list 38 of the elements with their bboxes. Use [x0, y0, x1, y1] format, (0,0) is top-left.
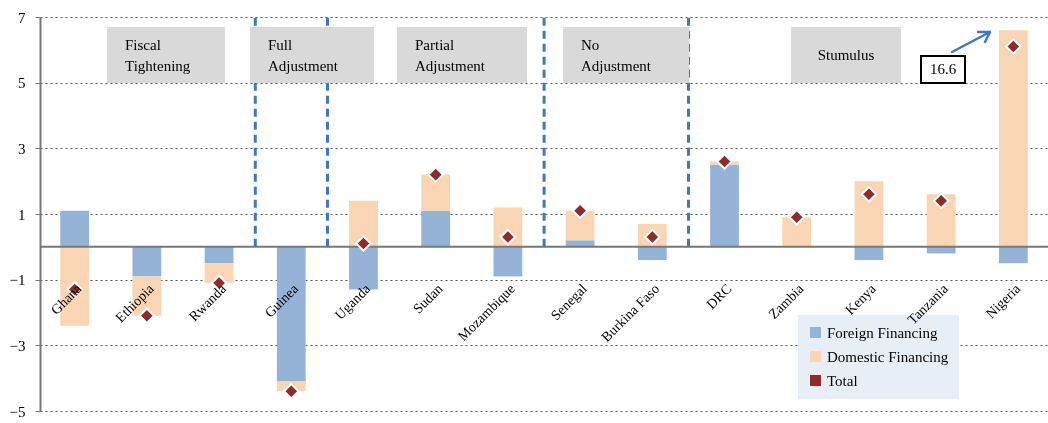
bar — [132, 246, 162, 277]
bar — [349, 200, 378, 247]
point — [716, 153, 733, 170]
bar — [926, 194, 956, 247]
legend-label: Foreign Financing — [827, 324, 938, 341]
label-box: No Adjustment — [563, 27, 689, 83]
label-box: Fiscal Tightening — [107, 27, 225, 83]
bar — [421, 174, 451, 211]
legend-label: Domestic Financing — [827, 348, 949, 365]
bar — [998, 246, 1028, 264]
label-box: Stumulus — [791, 27, 901, 83]
point — [355, 235, 372, 252]
bar — [60, 210, 90, 247]
y-tick-label: 7 — [18, 9, 26, 26]
y-tick-label: −3 — [9, 337, 26, 354]
bar — [998, 30, 1028, 247]
y-tick-label: 5 — [18, 75, 26, 92]
bar — [493, 246, 523, 277]
point — [499, 228, 517, 246]
y-tick-label: −1 — [9, 272, 26, 289]
annotation: 16.6 — [920, 55, 967, 84]
y-tick-label: −5 — [9, 403, 26, 420]
label-box: Partial Adjustment — [397, 27, 527, 83]
y-tick-label: 3 — [18, 140, 26, 157]
bar — [854, 181, 884, 247]
y-tick-label: 1 — [18, 206, 26, 223]
point — [788, 209, 805, 226]
point — [1005, 38, 1022, 55]
legend-label: Total — [827, 372, 858, 389]
bar — [421, 210, 451, 247]
point — [932, 192, 950, 210]
bar — [710, 164, 739, 247]
point — [427, 166, 444, 183]
bar — [637, 246, 667, 260]
bar — [565, 240, 595, 247]
bar — [565, 210, 595, 241]
point — [860, 186, 878, 203]
label-box: Full Adjustment — [250, 27, 374, 83]
